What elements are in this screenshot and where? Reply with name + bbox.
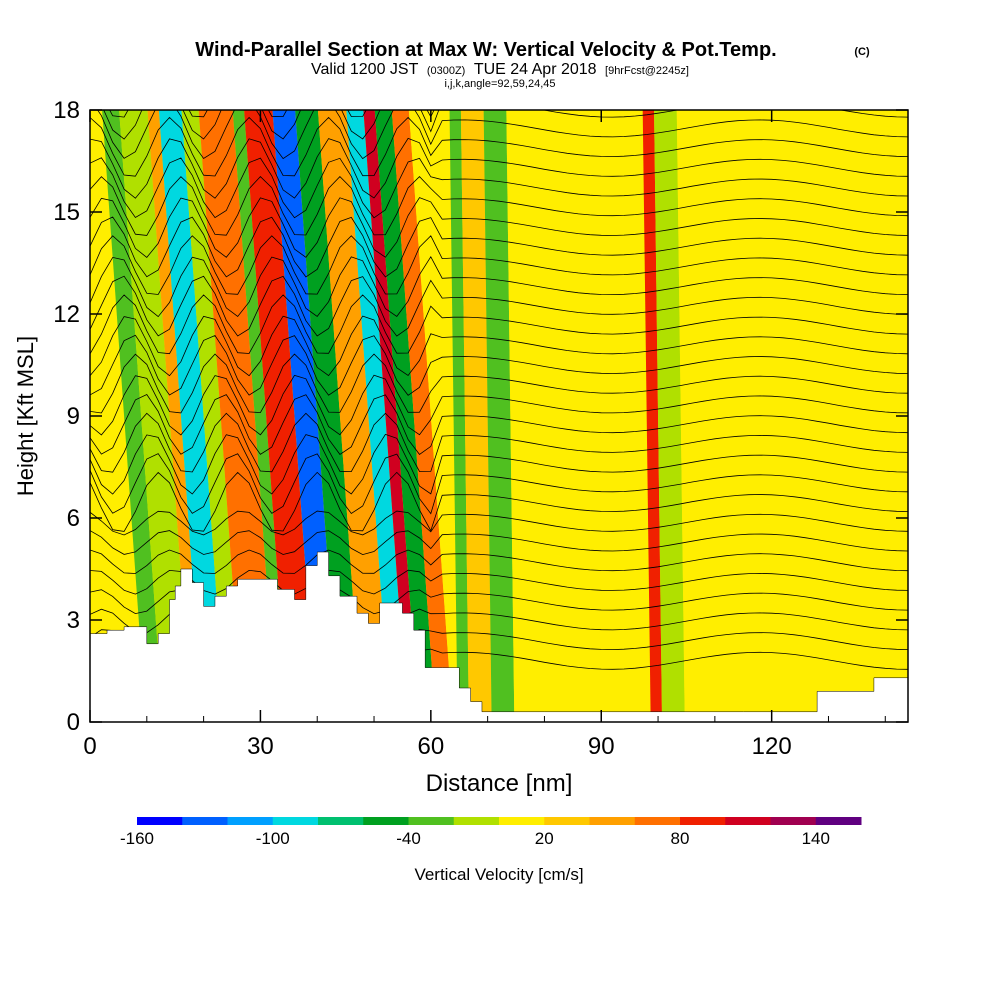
- isentrope-line: [90, 294, 908, 355]
- colorbar-swatch: [318, 817, 364, 825]
- colorbar-tick-label: -40: [396, 829, 421, 848]
- isentrope-line: [90, 374, 908, 436]
- y-tick-label: 3: [67, 607, 80, 634]
- y-axis: 0 3 6 9 12 15 18: [53, 97, 908, 736]
- x-axis-label: Distance [nm]: [426, 770, 573, 797]
- colorbar-swatch: [770, 817, 817, 825]
- isentrope-line: [90, 471, 908, 532]
- isentrope-line: [90, 510, 908, 536]
- colorbar-swatch: [589, 817, 636, 825]
- plot-area: [90, 110, 908, 722]
- chart-title: Wind-Parallel Section at Max W: Vertical…: [195, 39, 776, 61]
- y-axis-label: Height [Kft MSL]: [13, 336, 38, 496]
- colorbar-tick-label: 80: [671, 829, 690, 848]
- y-tick-label: 0: [67, 709, 80, 736]
- isentrope-line: [90, 256, 908, 318]
- velocity-band: [506, 110, 651, 722]
- x-tick-label: 90: [588, 733, 615, 760]
- subtitle-forecast: [9hrFcst@2245z]: [605, 65, 689, 77]
- colorbar-tick-label: -100: [256, 829, 290, 848]
- colorbar-label: Vertical Velocity [cm/s]: [414, 865, 583, 884]
- isentrope-line: [90, 137, 908, 199]
- potential-temperature-contours: [90, 110, 908, 674]
- subtitle-valid: Valid 1200 JST: [311, 61, 419, 78]
- y-tick-label: 15: [53, 199, 80, 226]
- isentrope-line: [90, 393, 908, 455]
- velocity-band: [90, 110, 147, 722]
- isentrope-line: [90, 315, 908, 377]
- x-minor-ticks: [146, 716, 886, 722]
- colorbar: [137, 817, 862, 825]
- colorbar-swatch: [137, 817, 183, 825]
- terrain-mask: [90, 551, 908, 722]
- y-tick-label: 9: [67, 403, 80, 430]
- isentrope-line: [90, 334, 908, 396]
- colorbar-swatch: [272, 817, 319, 825]
- velocity-band: [102, 110, 164, 722]
- velocity-band: [198, 110, 277, 722]
- isentrope-line: [90, 453, 908, 515]
- colorbar-swatch: [544, 817, 590, 825]
- x-tick-label: 30: [247, 733, 274, 760]
- isentrope-line: [90, 235, 908, 295]
- isentrope-line: [90, 549, 908, 574]
- colorbar-tick-label: -160: [120, 829, 154, 848]
- isentrope-line: [90, 116, 908, 177]
- x-axis: 0 30 60 90 120: [83, 110, 792, 760]
- colorbar-swatch: [680, 817, 726, 825]
- velocity-band: [181, 110, 243, 722]
- subtitle-date: TUE 24 Apr 2018: [474, 61, 597, 78]
- colorbar-tick-label: 140: [802, 829, 830, 848]
- x-tick-label: 60: [417, 733, 444, 760]
- index-line: i,j,k,angle=92,59,24,45: [444, 78, 555, 90]
- velocity-band: [244, 110, 317, 722]
- velocity-band: [483, 110, 515, 722]
- colorbar-swatch: [227, 817, 274, 825]
- velocity-band: [346, 110, 408, 722]
- y-tick-label: 6: [67, 505, 80, 532]
- isentrope-line: [90, 157, 908, 219]
- y-tick-label: 18: [53, 97, 80, 124]
- colorbar-swatch: [499, 817, 545, 825]
- velocity-field: [90, 110, 908, 722]
- isentrope-line: [90, 353, 908, 414]
- isentrope-line: [90, 176, 908, 236]
- isentrope-line: [90, 530, 908, 556]
- velocity-band: [232, 110, 289, 722]
- velocity-band: [295, 110, 362, 722]
- colorbar-swatch: [453, 817, 500, 825]
- velocity-band: [391, 110, 453, 722]
- velocity-band: [363, 110, 419, 722]
- colorbar-swatch: [725, 817, 771, 825]
- colorbar-swatch: [182, 817, 228, 825]
- subtitle-line: Valid 1200 JST (0300Z) TUE 24 Apr 2018 […: [311, 61, 689, 78]
- y-tick-label: 12: [53, 301, 80, 328]
- colorbar-tick-labels: -160 -100 -40 20 80 140: [120, 829, 830, 848]
- colorbar-swatch: [815, 817, 862, 825]
- colorbar-swatch: [363, 817, 409, 825]
- velocity-band: [374, 110, 436, 722]
- velocity-band: [676, 110, 908, 722]
- velocity-band: [158, 110, 226, 722]
- isentrope-line: [90, 412, 908, 473]
- isentrope-line: [90, 433, 908, 495]
- colorbar-swatch: [408, 817, 455, 825]
- isentrope-line: [90, 197, 908, 258]
- x-tick-label: 120: [752, 733, 792, 760]
- velocity-band: [654, 110, 685, 722]
- copyright-mark: (C): [854, 46, 870, 58]
- colorbar-swatch: [634, 817, 681, 825]
- velocity-band: [317, 110, 391, 722]
- subtitle-utc: (0300Z): [427, 65, 466, 77]
- colorbar-tick-label: 20: [535, 829, 554, 848]
- velocity-band: [642, 110, 663, 722]
- x-tick-label: 0: [83, 733, 96, 760]
- isentrope-line: [90, 275, 908, 337]
- isentrope-line: [90, 216, 908, 278]
